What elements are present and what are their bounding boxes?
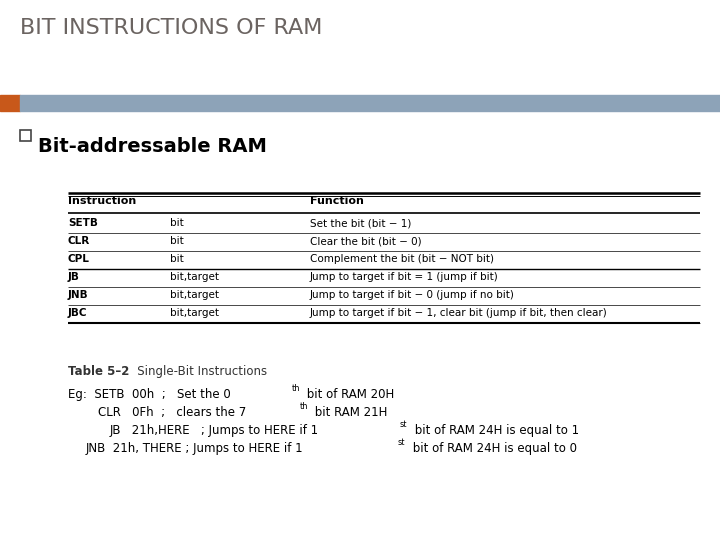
Text: bit of RAM 24H is equal to 1: bit of RAM 24H is equal to 1: [411, 424, 579, 437]
Text: bit of RAM 24H is equal to 0: bit of RAM 24H is equal to 0: [409, 442, 577, 455]
Text: BIT INSTRUCTIONS OF RAM: BIT INSTRUCTIONS OF RAM: [20, 18, 323, 38]
Text: JNB: JNB: [68, 290, 89, 300]
Text: Single-Bit Instructions: Single-Bit Instructions: [126, 365, 267, 378]
Text: CLR: CLR: [68, 236, 90, 246]
Text: Clear the bit (bit − 0): Clear the bit (bit − 0): [310, 236, 422, 246]
Text: CLR   0Fh  ;   clears the 7: CLR 0Fh ; clears the 7: [98, 406, 246, 419]
Text: JBC: JBC: [68, 308, 88, 318]
Text: SETB: SETB: [68, 218, 98, 228]
Text: Jump to target if bit − 1, clear bit (jump if bit, then clear): Jump to target if bit − 1, clear bit (ju…: [310, 308, 608, 318]
Text: JB: JB: [68, 272, 80, 282]
Text: Function: Function: [310, 196, 364, 206]
Text: bit,target: bit,target: [170, 272, 219, 282]
Text: CPL: CPL: [68, 254, 90, 264]
Text: JNB  21h, THERE ; Jumps to HERE if 1: JNB 21h, THERE ; Jumps to HERE if 1: [86, 442, 304, 455]
Text: bit: bit: [170, 236, 184, 246]
Text: th: th: [292, 384, 300, 393]
Text: bit RAM 21H: bit RAM 21H: [311, 406, 387, 419]
Text: bit: bit: [170, 218, 184, 228]
Text: Jump to target if bit − 0 (jump if no bit): Jump to target if bit − 0 (jump if no bi…: [310, 290, 515, 300]
Text: bit: bit: [170, 254, 184, 264]
Text: JB   21h,HERE   ; Jumps to HERE if 1: JB 21h,HERE ; Jumps to HERE if 1: [110, 424, 319, 437]
Text: st: st: [398, 438, 405, 447]
Text: Eg:  SETB  00h  ;   Set the 0: Eg: SETB 00h ; Set the 0: [68, 388, 230, 401]
Bar: [0, 95, 20, 111]
Text: bit of RAM 20H: bit of RAM 20H: [303, 388, 395, 401]
Text: Complement the bit (bit − NOT bit): Complement the bit (bit − NOT bit): [310, 254, 494, 264]
Text: Bit-addressable RAM: Bit-addressable RAM: [38, 137, 267, 156]
Text: bit,target: bit,target: [170, 308, 219, 318]
Text: th: th: [300, 402, 308, 411]
Text: Jump to target if bit = 1 (jump if bit): Jump to target if bit = 1 (jump if bit): [310, 272, 499, 282]
Bar: [20, 130, 31, 141]
Text: st: st: [400, 420, 408, 429]
Text: Instruction: Instruction: [68, 196, 136, 206]
Text: bit,target: bit,target: [170, 290, 219, 300]
Bar: [20, 95, 720, 111]
Text: Set the bit (bit − 1): Set the bit (bit − 1): [310, 218, 411, 228]
Text: Table 5–2: Table 5–2: [68, 365, 130, 378]
